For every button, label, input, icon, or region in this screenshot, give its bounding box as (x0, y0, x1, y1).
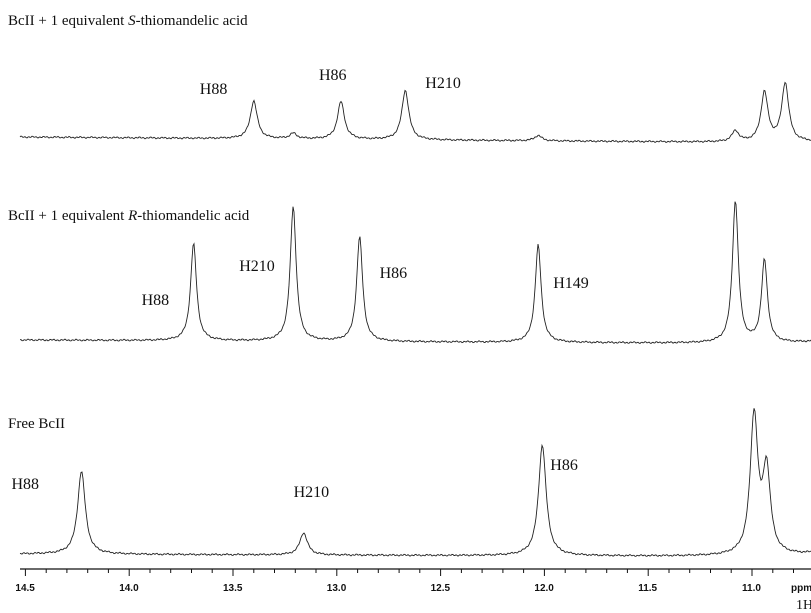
tick-label-13-0: 13.0 (327, 583, 347, 594)
trace-title-free-bcii: Free BcII (8, 416, 66, 432)
peak-label-h86-2: H86 (550, 457, 578, 474)
peak-label-h210-1: H210 (239, 258, 275, 275)
axis-unit-label: ppm (791, 583, 811, 594)
trace-title-r-thiomandelic: BcII + 1 equivalent R-thiomandelic acid (8, 208, 250, 224)
tick-label-13-5: 13.5 (223, 583, 243, 594)
peak-label-h88-0: H88 (200, 81, 228, 98)
peak-label-h149-1: H149 (553, 275, 589, 292)
tick-label-12-0: 12.0 (534, 583, 554, 594)
tick-label-12-5: 12.5 (431, 583, 451, 594)
peak-label-h88-1: H88 (142, 292, 170, 309)
spectrum-trace-0 (19, 81, 811, 144)
peak-label-h210-0: H210 (425, 75, 461, 92)
ppm-axis: 14.514.013.513.012.512.011.511.010.5 ppm… (15, 568, 811, 613)
tick-label-14-0: 14.0 (119, 583, 139, 594)
peak-label-h88-2: H88 (12, 476, 40, 493)
spectrum-trace-2 (19, 408, 811, 557)
peak-label-h210-2: H210 (294, 484, 330, 501)
corner-label: 1H (796, 598, 811, 613)
peak-label-h86-0: H86 (319, 67, 347, 84)
tick-label-11-5: 11.5 (638, 583, 657, 594)
tick-label-14-5: 14.5 (15, 583, 35, 594)
spectrum-trace-1 (19, 201, 811, 345)
tick-label-11-0: 11.0 (742, 583, 761, 594)
trace-title-s-thiomandelic: BcII + 1 equivalent S-thiomandelic acid (8, 13, 248, 29)
peak-label-h86-1: H86 (380, 265, 408, 282)
